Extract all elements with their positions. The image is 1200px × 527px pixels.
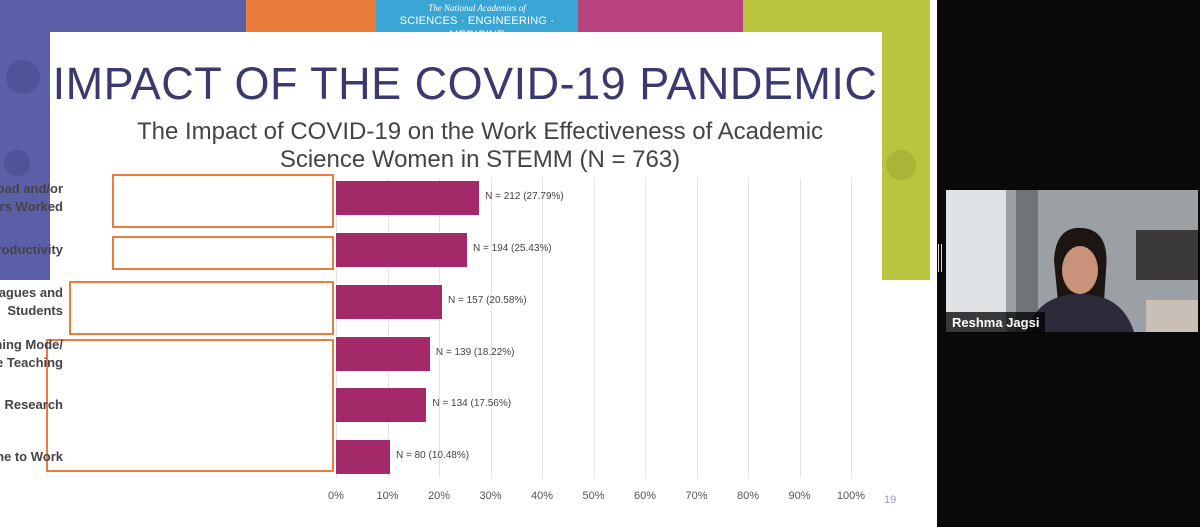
- participant-video[interactable]: [946, 190, 1198, 332]
- highlight-box: [112, 236, 334, 270]
- category-label: Decreased Productivity: [0, 242, 63, 257]
- bar: [336, 285, 442, 319]
- x-gridline: [542, 178, 543, 478]
- x-gridline: [336, 178, 337, 478]
- x-tick-label: 20%: [427, 490, 451, 502]
- x-tick-label: 100%: [836, 490, 866, 502]
- bar: [336, 337, 430, 371]
- x-gridline: [387, 178, 389, 478]
- panel-resize-handle[interactable]: [938, 244, 943, 272]
- org-line1: The National Academies of: [428, 3, 526, 13]
- x-gridline: [645, 178, 646, 478]
- x-tick-label: 90%: [788, 490, 811, 502]
- highlight-box: [112, 174, 334, 228]
- x-gridline: [748, 178, 749, 478]
- highlight-box: [46, 339, 334, 472]
- x-tick-label: 60%: [633, 490, 657, 502]
- data-label: N = 80 (10.48%): [395, 450, 470, 461]
- data-label: N = 139 (18.22%): [435, 347, 515, 358]
- x-tick-label: 80%: [736, 490, 760, 502]
- category-label: Challenges of Changing Teaching Mode/ Re…: [0, 337, 63, 370]
- bar: [336, 233, 467, 267]
- banner-band-lime: [743, 0, 930, 32]
- data-label: N = 194 (25.43%): [472, 243, 552, 254]
- highlight-box: [69, 281, 334, 335]
- category-label: Increased Workload and/or Hours Worked: [0, 181, 63, 214]
- banner-band-purple: [0, 0, 246, 32]
- bar: [336, 388, 427, 422]
- slide-panel: [50, 32, 882, 527]
- x-tick-label: 50%: [582, 490, 605, 502]
- category-label: Less Time to Work: [0, 449, 63, 464]
- data-label: N = 134 (17.56%): [432, 398, 512, 409]
- x-gridline: [439, 178, 440, 478]
- x-tick-label: 0%: [328, 490, 344, 502]
- bar: [336, 440, 390, 474]
- x-gridline: [851, 178, 852, 478]
- data-label: N = 157 (20.58%): [447, 295, 527, 306]
- data-label: N = 212 (27.79%): [485, 191, 564, 202]
- bar: [336, 181, 480, 215]
- slide-frame-right: [882, 0, 930, 280]
- participant-video-image: [946, 190, 1198, 332]
- virus-icon: [886, 150, 916, 180]
- category-label: Negative Impact on Research: [0, 397, 63, 412]
- banner-band-orange: [246, 0, 376, 32]
- nas-logo-banner: The National Academies of SCIENCES · ENG…: [376, 0, 578, 41]
- x-tick-label: 70%: [685, 490, 708, 502]
- x-tick-label: 10%: [376, 490, 399, 502]
- x-gridline: [799, 178, 801, 478]
- x-gridline: [696, 178, 698, 478]
- virus-icon: [4, 150, 30, 176]
- x-tick-label: 40%: [530, 490, 554, 502]
- shared-slide: The National Academies of SCIENCES · ENG…: [0, 0, 937, 527]
- page-number: 19: [884, 494, 897, 506]
- banner-band-magenta: [578, 0, 743, 32]
- virus-icon: [6, 60, 40, 94]
- x-gridline: [490, 178, 492, 478]
- chart-title: The Impact of COVID-19 on the Work Effec…: [136, 118, 824, 173]
- slide-frame-left: [0, 0, 50, 280]
- category-label: Difficulty Interacting with Colleagues a…: [0, 285, 63, 318]
- x-gridline: [593, 178, 595, 478]
- x-tick-label: 30%: [479, 490, 502, 502]
- participant-name-tag: Reshma Jagsi: [946, 312, 1046, 333]
- slide-title: IMPACT OF THE COVID-19 PANDEMIC: [52, 58, 878, 109]
